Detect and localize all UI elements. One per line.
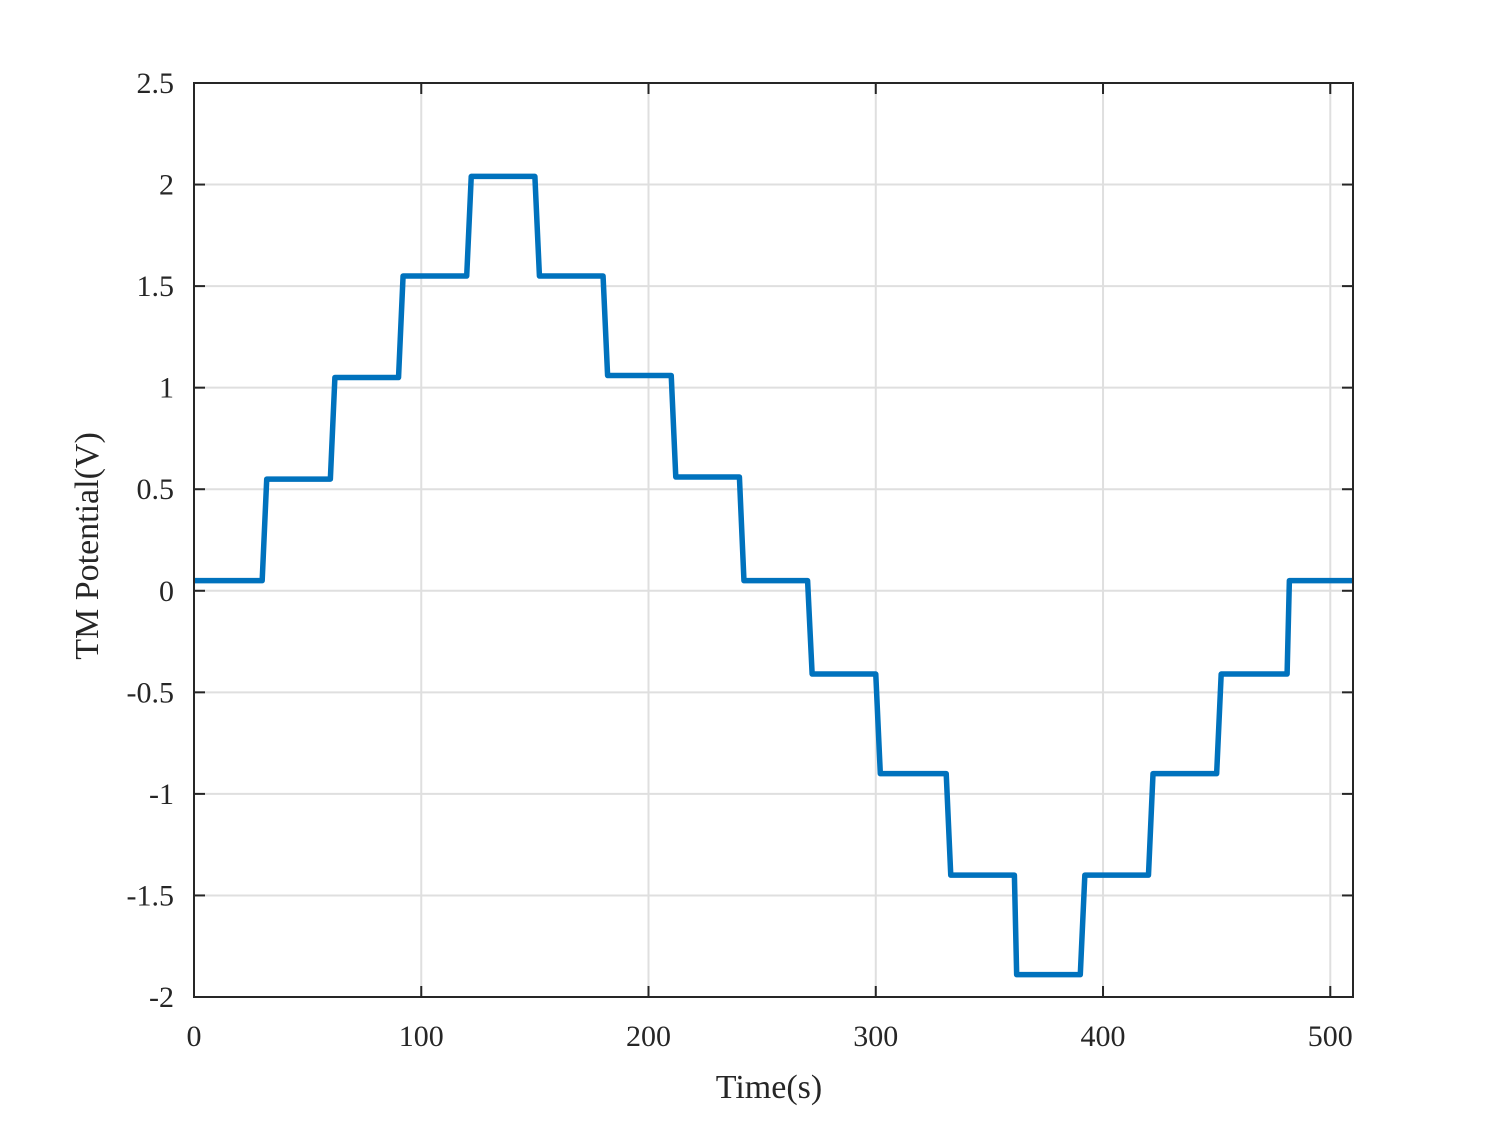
x-tick-label: 400	[1081, 1020, 1126, 1053]
y-tick-label: 1.5	[137, 270, 175, 303]
y-tick-label: 0	[159, 575, 174, 608]
x-tick-label: 300	[853, 1020, 898, 1053]
y-tick-label: -2	[149, 981, 174, 1014]
y-tick-label: 2	[159, 169, 174, 202]
y-tick-label: 2.5	[137, 67, 175, 100]
y-tick-label: -0.5	[127, 676, 175, 709]
y-tick-label: -1.5	[127, 879, 175, 912]
plot-frame	[193, 82, 1354, 998]
x-tick-label: 0	[187, 1020, 202, 1053]
y-tick-label: 1	[159, 372, 174, 405]
x-tick-label: 100	[399, 1020, 444, 1053]
x-tick-label: 200	[626, 1020, 671, 1053]
y-axis-label: TM Potential(V)	[69, 432, 106, 660]
x-tick-label: 500	[1308, 1020, 1353, 1053]
y-tick-label: 0.5	[137, 473, 175, 506]
x-axis-label: Time(s)	[716, 1069, 822, 1106]
y-tick-label: -1	[149, 778, 174, 811]
data-line	[194, 173, 1353, 978]
